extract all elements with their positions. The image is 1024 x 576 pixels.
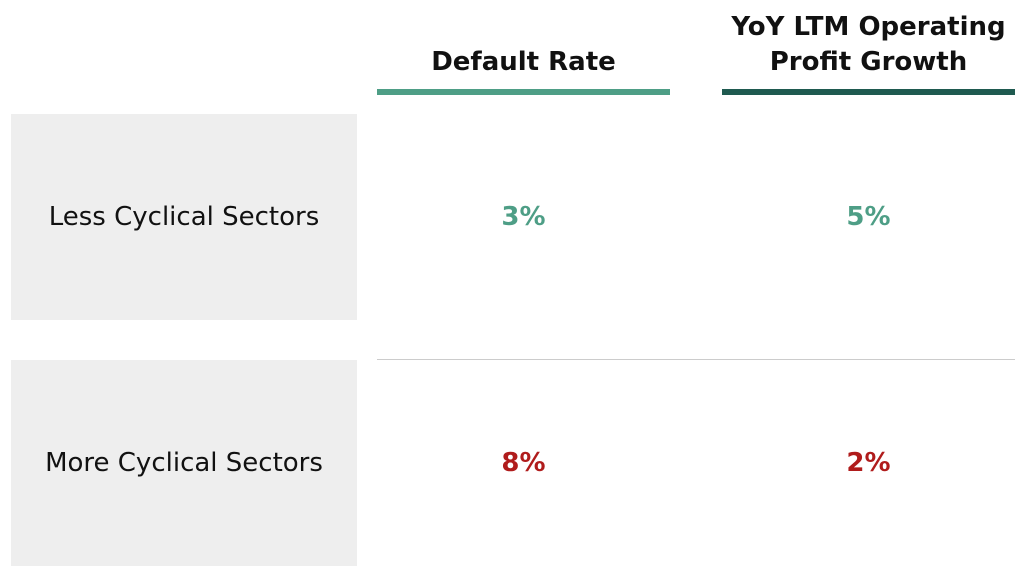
column-header-operating-profit-growth: YoY LTM Operating Profit Growth (722, 10, 1015, 80)
row-label-text: Less Cyclical Sectors (48, 202, 320, 232)
row-label-text: More Cyclical Sectors (45, 448, 323, 478)
cell-more-cyclical-profit-growth: 2% (846, 448, 891, 478)
column-header-label: YoY LTM Operating Profit Growth (731, 12, 1006, 77)
row-divider (377, 359, 1015, 360)
column-header-underline (722, 89, 1015, 95)
row-label-more-cyclical: More Cyclical Sectors (11, 360, 357, 566)
cell-less-cyclical-profit-growth: 5% (846, 202, 891, 232)
cell-less-cyclical-default-rate: 3% (501, 202, 546, 232)
row-label-less-cyclical: Less Cyclical Sectors (11, 114, 357, 320)
column-header-underline (377, 89, 670, 95)
column-header-label: Default Rate (431, 47, 616, 77)
column-header-default-rate: Default Rate (377, 10, 670, 80)
cell-more-cyclical-default-rate: 8% (501, 448, 546, 478)
